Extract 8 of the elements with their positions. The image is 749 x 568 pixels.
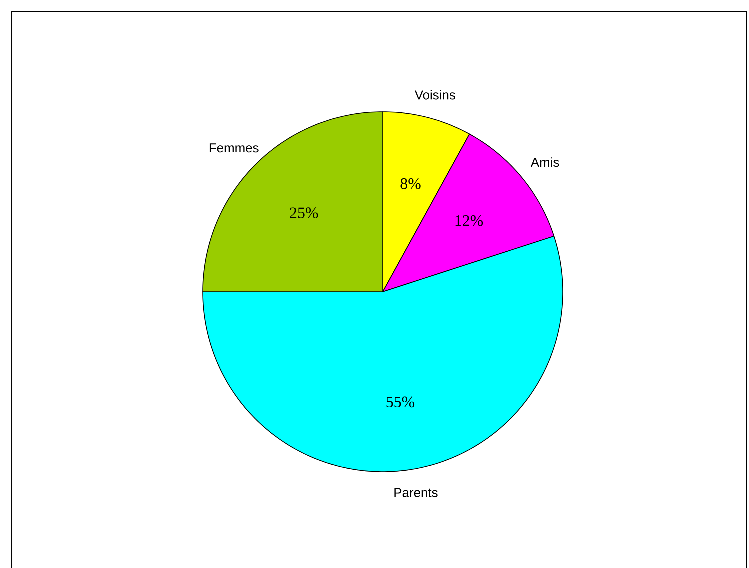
slice-label: Voisins [414,90,456,100]
slice-label: Amis [530,158,560,168]
slice-label: Femmes [210,144,259,153]
data-label: 12% [456,215,484,226]
slice-label: Parents [394,488,438,498]
data-label: 8% [400,178,421,190]
data-label: 55% [386,396,415,408]
data-label: 25% [290,208,318,218]
